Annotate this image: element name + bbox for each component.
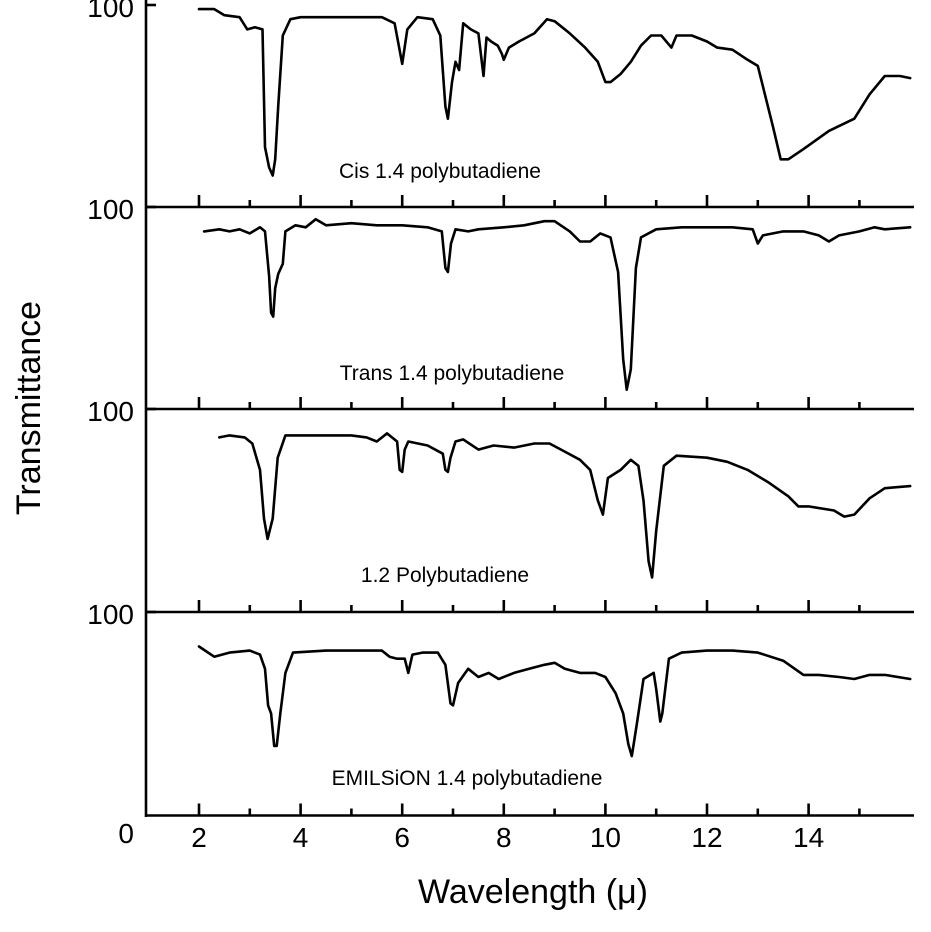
x-tick-label: 10 [590, 822, 621, 853]
spectrum-panel: 100 EMILSiON 1.4 polybutadiene [87, 599, 914, 790]
y-top-label: 100 [87, 599, 134, 630]
x-tick-label: 14 [793, 822, 824, 853]
panel-label: Cis 1.4 polybutadiene [339, 160, 541, 183]
panel-label: Trans 1.4 polybutadiene [340, 362, 565, 385]
x-tick-label: 4 [293, 822, 309, 853]
spectrum-panel: 100 Cis 1.4 polybutadiene [87, 0, 912, 183]
y-top-label: 100 [87, 194, 134, 225]
y-top-label: 100 [87, 0, 134, 23]
spectrum-line [197, 645, 912, 758]
panel-label: EMILSiON 1.4 polybutadiene [332, 767, 603, 790]
x-ticks: 2 4 6 8 10 12 14 [191, 195, 861, 853]
y-bottom-label: 0 [118, 818, 134, 849]
spectrum-panel: 100 1.2 Polybutadiene [87, 396, 914, 587]
x-axis-title: Wavelength (μ) [418, 873, 648, 911]
spectrum-panel: 100 Trans 1.4 polybutadiene [87, 194, 914, 391]
spectrum-line [202, 217, 912, 391]
spectrum-line [218, 432, 912, 579]
y-top-label: 100 [87, 396, 134, 427]
x-tick-label: 6 [394, 822, 410, 853]
spectrum-panels: 100 Cis 1.4 polybutadiene 100 Trans 1.4 pol… [87, 0, 914, 790]
x-tick-label: 8 [496, 822, 512, 853]
x-tick-label: 12 [691, 822, 722, 853]
panel-label: 1.2 Polybutadiene [361, 564, 529, 587]
x-tick-label: 2 [191, 822, 207, 853]
spectrum-line [197, 7, 912, 177]
y-axis-title: Transmittance [10, 301, 48, 515]
